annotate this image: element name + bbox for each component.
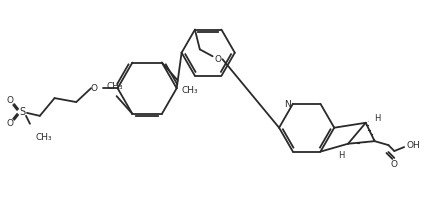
Text: H: H	[338, 151, 344, 160]
Text: O: O	[391, 160, 398, 169]
Text: O: O	[7, 96, 14, 105]
Text: CH₃: CH₃	[181, 86, 198, 95]
Text: H: H	[374, 114, 380, 123]
Text: O: O	[7, 119, 14, 128]
Text: CH₃: CH₃	[36, 133, 53, 142]
Text: O: O	[214, 55, 221, 64]
Text: N: N	[284, 100, 291, 109]
Text: O: O	[91, 84, 98, 93]
Text: CH₃: CH₃	[106, 82, 123, 91]
Text: S: S	[19, 107, 25, 117]
Text: OH: OH	[406, 141, 420, 150]
